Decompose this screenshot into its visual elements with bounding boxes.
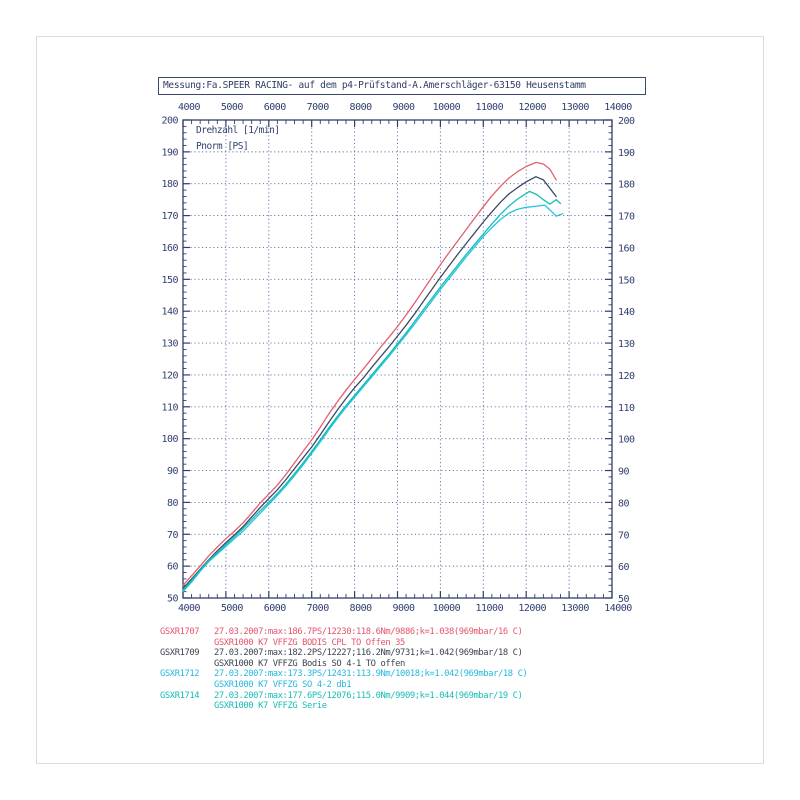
y-axis-label-right: 110 (618, 403, 635, 414)
series-GSXR1709 (182, 176, 557, 590)
x-axis-label-top: 6000 (264, 102, 287, 113)
x-axis-label-bottom: 9000 (392, 603, 415, 614)
x-axis-label-top: 7000 (307, 102, 330, 113)
run-id: GSXR1714 (160, 690, 200, 701)
y-axis-label-left: 70 (167, 530, 179, 541)
x-axis-label-top: 11000 (475, 102, 503, 113)
y-axis-label-right: 180 (618, 180, 635, 191)
x-axis-label-bottom: 6000 (264, 603, 287, 614)
legend-entry: GSXR1714 27.03.2007:max:177.6PS/12076;11… (160, 691, 650, 712)
run-measurement: 27.03.2007:max:186.7PS/12230:118.6Nm/988… (214, 627, 523, 637)
series-GSXR1712 (182, 204, 564, 593)
y-axis-label-right: 100 (618, 435, 635, 446)
y-axis-label-left: 80 (167, 498, 179, 509)
chart-legend: GSXR1707 27.03.2007:max:186.7PS/12230:11… (160, 627, 650, 712)
y-axis-label-right: 50 (618, 594, 630, 605)
x-axis-label-bottom: 7000 (307, 603, 330, 614)
run-description: GSXR1000 K7 VFFZG Serie (214, 701, 327, 712)
y-axis-label-left: 150 (161, 275, 178, 286)
series-GSXR1714 (182, 190, 562, 591)
x-axis-label-top: 13000 (561, 102, 589, 113)
y-axis-title: Pnorm [PS] (196, 141, 248, 152)
run-id: GSXR1712 (160, 669, 200, 680)
y-axis-label-right: 70 (618, 530, 630, 541)
y-axis-label-right: 130 (618, 339, 635, 350)
x-axis-label-bottom: 13000 (561, 603, 589, 614)
y-axis-label-right: 150 (618, 275, 635, 286)
run-measurement: 27.03.2007:max:177.6PS/12076;115.0Nm/990… (214, 690, 523, 701)
run-description: GSXR1000 K7 VFFZG Bodis SO 4-1 TO offen (214, 658, 405, 669)
y-axis-label-left: 110 (161, 402, 178, 413)
y-axis-label-left: 120 (161, 370, 178, 381)
x-axis-label-top: 9000 (392, 102, 415, 113)
x-axis-label-bottom: 11000 (475, 603, 503, 614)
x-axis-label-top: 5000 (221, 102, 244, 113)
series-GSXR1707 (182, 161, 557, 586)
x-axis-label-top: 12000 (518, 102, 546, 113)
x-axis-label-bottom: 5000 (221, 603, 244, 614)
run-id: GSXR1707 (160, 627, 200, 637)
y-axis-label-left: 180 (161, 179, 178, 190)
y-axis-label-left: 50 (167, 594, 179, 605)
x-axis-label-top: 10000 (433, 102, 461, 113)
x-axis-label-top: 14000 (604, 102, 632, 113)
run-description: GSXR1000 K7 VFFZG BODIS CPL TO Offen 35 (214, 637, 405, 648)
x-axis-title: Drehzahl [1/min] (196, 125, 280, 136)
y-axis-label-left: 130 (161, 339, 178, 350)
y-axis-label-left: 140 (161, 307, 178, 318)
y-axis-label-right: 200 (618, 116, 635, 127)
y-axis-label-right: 170 (618, 212, 635, 223)
y-axis-label-left: 100 (161, 434, 178, 445)
x-axis-label-bottom: 14000 (604, 603, 632, 614)
y-axis-label-right: 60 (618, 562, 630, 573)
legend-entry: GSXR1707 27.03.2007:max:186.7PS/12230:11… (160, 627, 650, 648)
x-axis-label-top: 4000 (178, 102, 201, 113)
y-axis-label-right: 120 (618, 371, 635, 382)
y-axis-label-left: 60 (167, 562, 179, 573)
run-id: GSXR1709 (160, 648, 200, 659)
run-measurement: 27.03.2007:max:173.3PS/12431:113.9Nm/100… (214, 669, 528, 680)
run-description: GSXR1000 K7 VFFZG SO 4-2 db1 (214, 679, 352, 690)
y-axis-label-right: 160 (618, 243, 635, 254)
x-axis-label-top: 8000 (350, 102, 373, 113)
y-axis-label-left: 160 (161, 243, 178, 254)
x-axis-label-bottom: 12000 (518, 603, 546, 614)
y-axis-label-left: 200 (161, 116, 178, 127)
y-axis-label-right: 90 (618, 467, 630, 478)
y-axis-label-right: 190 (618, 148, 635, 159)
run-measurement: 27.03.2007:max:182.2PS/12227;116.2Nm/973… (214, 648, 523, 659)
legend-entry: GSXR1709 27.03.2007:max:182.2PS/12227;11… (160, 648, 650, 669)
y-axis-label-left: 170 (161, 211, 178, 222)
x-axis-label-bottom: 10000 (433, 603, 461, 614)
header-title: Messung:Fa.SPEER RACING- auf dem p4-Prüf… (158, 77, 646, 95)
x-axis-label-bottom: 4000 (178, 603, 201, 614)
y-axis-label-right: 80 (618, 498, 630, 509)
x-axis-label-bottom: 8000 (350, 603, 373, 614)
y-axis-label-right: 140 (618, 307, 635, 318)
legend-entry: GSXR1712 27.03.2007:max:173.3PS/12431:11… (160, 669, 650, 690)
y-axis-label-left: 190 (161, 147, 178, 158)
y-axis-label-left: 90 (167, 466, 179, 477)
